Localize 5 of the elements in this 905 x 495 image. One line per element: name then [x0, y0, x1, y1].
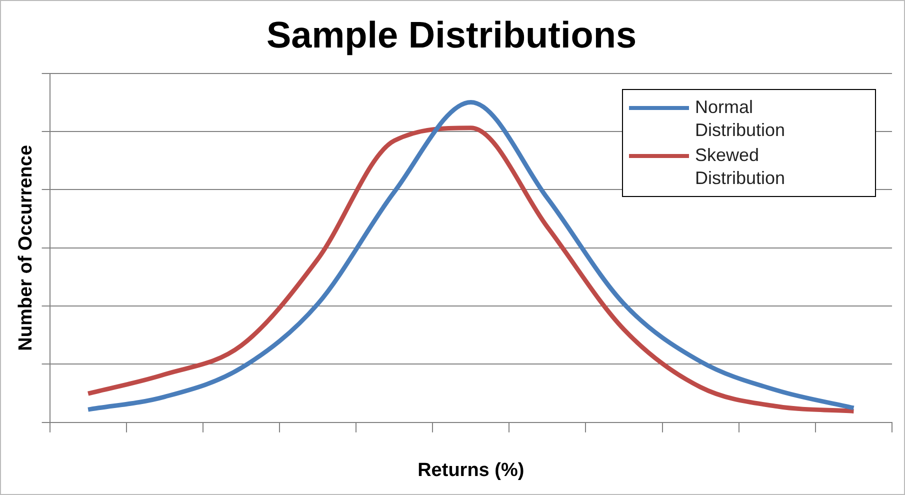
chart-title: Sample Distributions	[266, 14, 637, 56]
x-axis-title: Returns (%)	[418, 460, 524, 481]
legend-label: Normal Distribution	[695, 96, 786, 142]
y-axis-title: Number of Occurrence	[16, 144, 37, 351]
legend-label: Skewed Distribution	[695, 144, 786, 190]
